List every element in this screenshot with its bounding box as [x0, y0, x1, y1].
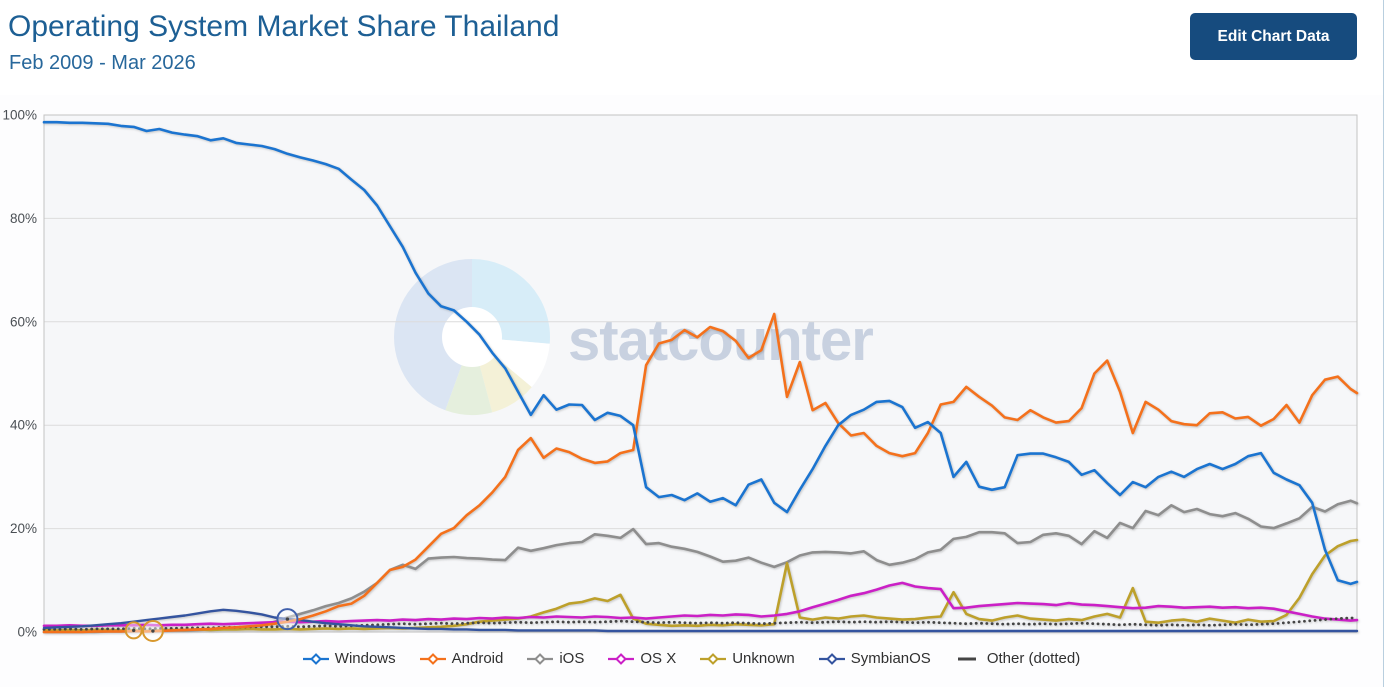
legend-label: OS X: [640, 650, 677, 667]
legend-line-diamond-icon: [700, 652, 727, 665]
legend-dash-icon: [957, 657, 976, 660]
legend-item-os-x[interactable]: OS X: [608, 650, 676, 667]
legend-item-unknown[interactable]: Unknown: [700, 650, 795, 667]
legend-line-diamond-icon: [818, 652, 845, 665]
legend-label: Windows: [334, 650, 396, 667]
watermark-logo-hole: [442, 307, 502, 367]
watermark-text: statcounter: [568, 308, 873, 373]
vertical-scrollbar[interactable]: [1383, 0, 1396, 687]
highlight-marker-dot: [285, 617, 290, 621]
legend-label: Unknown: [732, 650, 795, 667]
legend-item-android[interactable]: Android: [419, 650, 504, 667]
series-line-os-x: [42, 581, 1359, 628]
statcounter-watermark: statcounter: [394, 259, 874, 415]
legend-line-diamond-icon: [608, 652, 635, 665]
y-axis-tick-label: 0%: [17, 625, 37, 640]
y-axis-labels: 0% 20% 40% 60% 80% 100%: [2, 108, 37, 640]
legend-item-symbianos[interactable]: SymbianOS: [818, 650, 931, 667]
legend-line-diamond-icon: [527, 652, 554, 665]
page-title: Operating System Market Share Thailand: [8, 10, 560, 43]
legend-label: Other (dotted): [986, 650, 1081, 667]
highlight-marker-dot: [132, 628, 136, 633]
date-range-subtitle: Feb 2009 - Mar 2026: [9, 52, 196, 74]
chart-header: Operating System Market Share Thailand F…: [0, 0, 1396, 95]
legend-label: Android: [451, 650, 504, 667]
highlight-marker-dot: [151, 629, 155, 633]
legend-label: iOS: [559, 650, 585, 667]
legend-label: SymbianOS: [850, 650, 931, 667]
y-axis-tick-label: 40%: [10, 418, 37, 433]
legend-item-ios[interactable]: iOS: [527, 650, 584, 667]
series-line-windows: [42, 120, 1359, 586]
series-lines: [42, 120, 1359, 634]
legend-line-diamond-icon: [302, 652, 329, 665]
watermark-logo-wedge: [394, 259, 472, 411]
y-axis-tick-label: 20%: [10, 521, 37, 536]
y-axis-tick-label: 80%: [10, 211, 37, 226]
y-axis-tick-label: 60%: [10, 314, 37, 329]
plot-area: [44, 115, 1357, 632]
series-line-symbianos: [42, 608, 1359, 633]
legend-item-other[interactable]: Other (dotted): [955, 650, 1080, 667]
watermark-logo-wedge: [445, 337, 493, 415]
series-line-android: [42, 312, 1359, 634]
gridlines: [44, 217, 1357, 530]
edit-chart-data-button[interactable]: Edit Chart Data: [1190, 13, 1357, 60]
highlight-markers: [124, 608, 299, 642]
chart-legend: Windows Android iOS OS X Unknown SymbianOS Oth…: [0, 650, 1383, 667]
series-line-unknown: [42, 538, 1359, 633]
legend-line-diamond-icon: [419, 652, 446, 665]
chart-canvas[interactable]: statcounter 0% 20% 40% 60% 80% 100%: [0, 95, 1396, 648]
y-axis-tick-label: 100%: [2, 108, 37, 123]
legend-item-windows[interactable]: Windows: [302, 650, 396, 667]
